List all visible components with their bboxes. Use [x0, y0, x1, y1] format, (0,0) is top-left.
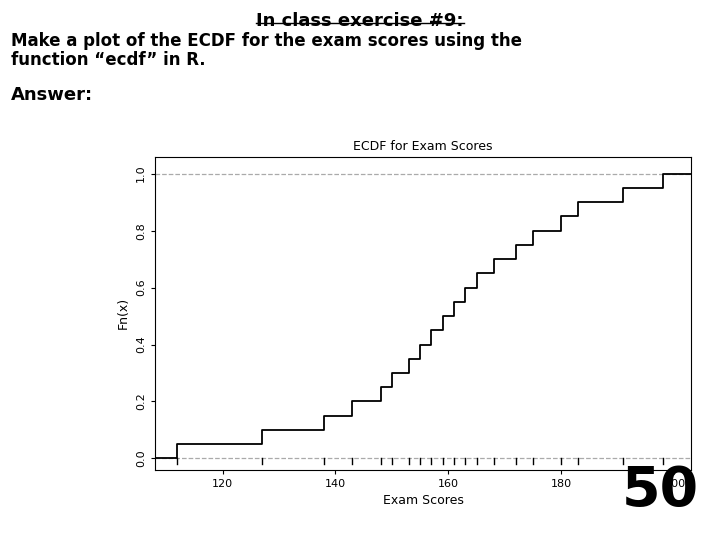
X-axis label: Exam Scores: Exam Scores — [382, 495, 464, 508]
Text: Make a plot of the ECDF for the exam scores using the: Make a plot of the ECDF for the exam sco… — [11, 32, 522, 50]
Title: ECDF for Exam Scores: ECDF for Exam Scores — [354, 140, 492, 153]
Text: function “ecdf” in R.: function “ecdf” in R. — [11, 51, 205, 69]
Y-axis label: Fn(x): Fn(x) — [117, 297, 130, 329]
Text: In class exercise #9:: In class exercise #9: — [256, 12, 464, 30]
Text: Answer:: Answer: — [11, 86, 93, 104]
Text: 50: 50 — [621, 464, 698, 518]
